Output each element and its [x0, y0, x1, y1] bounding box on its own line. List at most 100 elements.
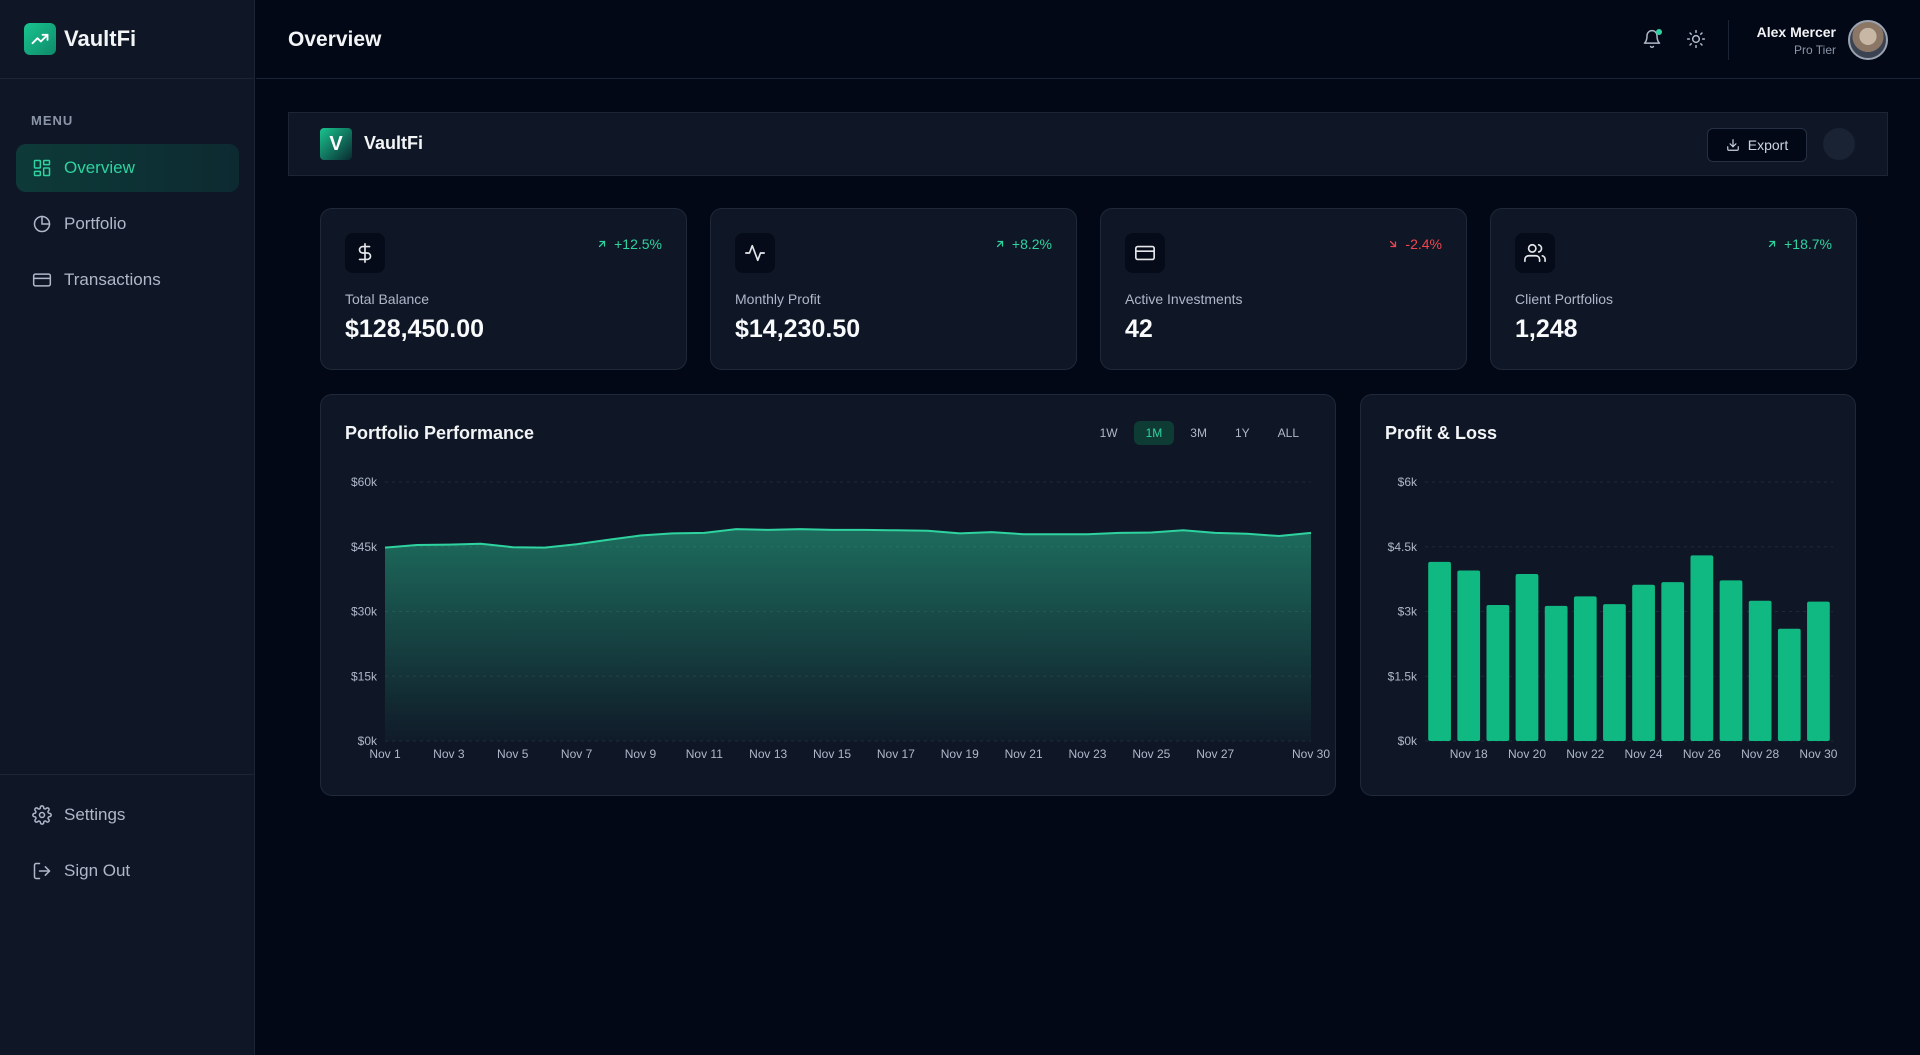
data-point[interactable]: [1306, 528, 1316, 538]
arrow-down-right-icon: [1390, 240, 1397, 248]
data-point[interactable]: [1146, 528, 1156, 538]
data-point[interactable]: [923, 526, 933, 536]
sidebar-nav: Overview Portfolio Transactions: [16, 144, 239, 312]
pie-chart-icon: [33, 215, 51, 233]
y-tick-label: $30k: [351, 605, 378, 619]
bar[interactable]: [1777, 628, 1801, 741]
sidebar-brand[interactable]: VaultFi: [0, 0, 254, 79]
data-point[interactable]: [731, 524, 741, 534]
data-point[interactable]: [412, 540, 422, 550]
x-tick-label: Nov 26: [1683, 747, 1721, 761]
data-point[interactable]: [1274, 531, 1284, 541]
data-point[interactable]: [1019, 529, 1029, 539]
chart-title: Profit & Loss: [1385, 423, 1498, 443]
x-tick-label: Nov 9: [625, 747, 657, 761]
bar[interactable]: [1603, 604, 1626, 741]
bar[interactable]: [1544, 605, 1568, 741]
trending-up-icon: [24, 23, 56, 55]
bar[interactable]: [1719, 580, 1743, 741]
data-point[interactable]: [827, 525, 837, 535]
data-point[interactable]: [635, 531, 645, 541]
bar[interactable]: [1632, 584, 1655, 741]
bar[interactable]: [1807, 601, 1830, 741]
sidebar: VaultFi MENU Overview Portfolio Transact…: [0, 0, 255, 1055]
topbar-divider: [1728, 20, 1729, 60]
x-tick-label: Nov 1: [369, 747, 401, 761]
arrow-up-right-icon: [996, 240, 1004, 248]
data-point[interactable]: [1051, 529, 1061, 539]
x-tick-label: Nov 13: [749, 747, 787, 761]
range-1y[interactable]: 1Y: [1234, 426, 1250, 440]
bar[interactable]: [1486, 605, 1510, 741]
sidebar-item-overview[interactable]: Overview: [16, 144, 239, 192]
data-point[interactable]: [604, 535, 614, 545]
x-tick-label: Nov 21: [1005, 747, 1043, 761]
data-point[interactable]: [444, 540, 454, 550]
profit-loss-card: $0k $1.5k $3k $4.5k $6k Nov 18 Nov 20 Nov 22 Nov…: [1360, 394, 1856, 796]
range-3m[interactable]: 3M: [1190, 426, 1207, 440]
portfolio-performance-chart: $0k $15k $30k $45k $60k Nov 1 Nov 3 Nov 5 Nov 7 N…: [351, 475, 1330, 761]
x-tick-label: Nov 28: [1741, 747, 1779, 761]
sidebar-item-portfolio[interactable]: Portfolio: [16, 200, 239, 248]
strip-action-button[interactable]: [1823, 128, 1855, 160]
avatar[interactable]: [1848, 20, 1888, 60]
data-point[interactable]: [476, 539, 486, 549]
bar[interactable]: [1457, 570, 1481, 741]
arrow-up-right-icon: [1769, 240, 1776, 248]
data-point[interactable]: [1178, 525, 1188, 535]
range-all[interactable]: ALL: [1277, 426, 1299, 440]
data-point[interactable]: [763, 525, 773, 535]
top-bar: Overview Alex Mercer Pro Tier: [256, 0, 1920, 79]
sidebar-item-label: Settings: [64, 805, 126, 824]
stat-label: Active Investments: [1125, 291, 1243, 307]
data-point[interactable]: [1210, 528, 1220, 538]
data-point[interactable]: [540, 543, 550, 553]
bar[interactable]: [1690, 555, 1714, 741]
data-point[interactable]: [987, 527, 997, 537]
x-tick-label: Nov 3: [433, 747, 465, 761]
bar[interactable]: [1748, 600, 1772, 741]
chart-title: Portfolio Performance: [345, 423, 535, 443]
x-tick-label: Nov 22: [1566, 747, 1604, 761]
sidebar-bottom: Settings Sign Out: [0, 774, 255, 903]
data-point[interactable]: [699, 528, 709, 538]
bar[interactable]: [1515, 573, 1539, 741]
menu-label: MENU: [31, 113, 74, 128]
user-name: Alex Mercer: [1756, 24, 1836, 40]
y-tick-label: $0k: [1398, 734, 1418, 748]
data-point[interactable]: [508, 542, 518, 552]
strip-logo: V: [320, 128, 352, 160]
data-point[interactable]: [1082, 529, 1092, 539]
sidebar-item-transactions[interactable]: Transactions: [16, 256, 239, 304]
notifications-button[interactable]: [1640, 27, 1664, 51]
x-tick-label: Nov 30: [1292, 747, 1330, 761]
data-point[interactable]: [572, 539, 582, 549]
sidebar-item-sign-out[interactable]: Sign Out: [16, 847, 239, 895]
data-point[interactable]: [955, 528, 965, 538]
bar[interactable]: [1428, 561, 1451, 741]
credit-card-icon: [1125, 233, 1165, 273]
data-point[interactable]: [859, 525, 869, 535]
portfolio-performance-card: $0k $15k $30k $45k $60k Nov 1 Nov 3 Nov 5 Nov 7 N…: [320, 394, 1336, 796]
theme-toggle-button[interactable]: [1684, 27, 1708, 51]
x-tick-label: Nov 19: [941, 747, 979, 761]
y-tick-label: $15k: [351, 669, 378, 683]
y-tick-label: $3k: [1398, 605, 1418, 619]
data-point[interactable]: [1114, 528, 1124, 538]
data-point[interactable]: [1242, 529, 1252, 539]
data-point[interactable]: [795, 524, 805, 534]
data-point[interactable]: [380, 543, 390, 553]
bar[interactable]: [1661, 582, 1685, 741]
sidebar-item-settings[interactable]: Settings: [16, 791, 239, 839]
range-1m[interactable]: 1M: [1133, 421, 1175, 445]
stat-change: +18.7%: [1766, 236, 1832, 252]
sidebar-item-label: Sign Out: [64, 861, 131, 880]
bar[interactable]: [1573, 596, 1597, 741]
export-button[interactable]: Export: [1707, 128, 1807, 162]
data-point[interactable]: [891, 525, 901, 535]
profit-loss-chart: $0k $1.5k $3k $4.5k $6k Nov 18 Nov 20 Nov 22 Nov…: [1388, 475, 1838, 761]
export-label: Export: [1747, 137, 1789, 153]
range-1w[interactable]: 1W: [1099, 426, 1118, 440]
data-point[interactable]: [667, 528, 677, 538]
stat-change-value: +8.2%: [1011, 236, 1052, 252]
